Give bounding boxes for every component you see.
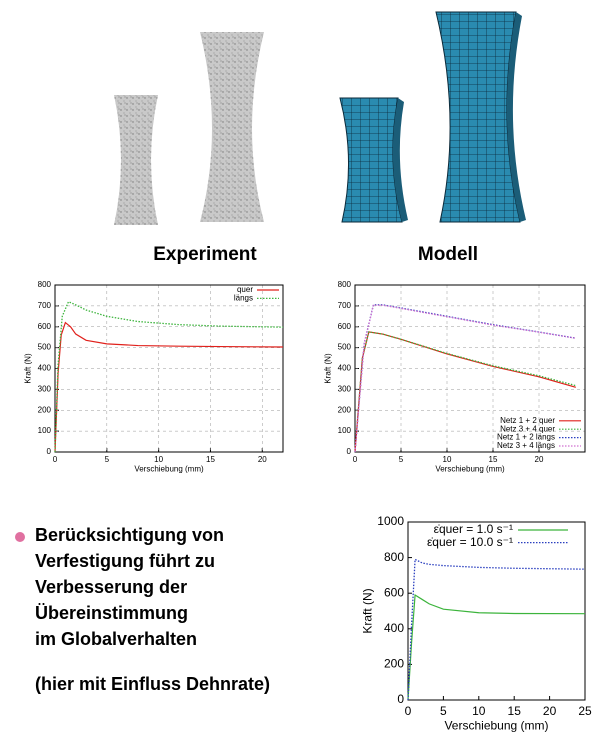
x-tick-label: 15 — [489, 455, 498, 464]
x-tick-label: 0 — [53, 455, 58, 464]
legend-label: Netz 3 + 4 längs — [497, 441, 555, 450]
x-tick-label: 10 — [154, 455, 163, 464]
y-tick-label: 800 — [38, 280, 52, 289]
x-axis-label: Verschiebung (mm) — [134, 465, 204, 474]
y-axis-label: Kraft (N) — [324, 353, 333, 384]
y-tick-label: 200 — [38, 405, 52, 414]
slide: Experiment Modell Berücksichtigung von V… — [0, 0, 600, 740]
series-line — [55, 302, 283, 452]
bullet-line: Berücksichtigung von — [35, 525, 224, 545]
y-tick-label: 600 — [384, 585, 404, 599]
x-axis-label: Verschiebung (mm) — [444, 719, 548, 733]
y-tick-label: 100 — [338, 426, 352, 435]
x-tick-label: 0 — [405, 704, 412, 718]
bullet-line: im Globalverhalten — [35, 629, 197, 649]
heading: Experiment — [153, 244, 257, 265]
y-tick-label: 0 — [347, 447, 352, 456]
legend-label: ε̇quer = 10.0 s⁻¹ — [427, 535, 513, 549]
x-tick-label: 5 — [105, 455, 110, 464]
x-tick-label: 20 — [543, 704, 557, 718]
y-tick-label: 700 — [38, 301, 52, 310]
y-tick-label: 300 — [38, 384, 52, 393]
heading: Modell — [418, 244, 478, 265]
x-tick-label: 20 — [535, 455, 544, 464]
y-tick-label: 500 — [38, 343, 52, 352]
x-tick-label: 10 — [443, 455, 452, 464]
x-tick-label: 25 — [578, 704, 592, 718]
y-tick-label: 1000 — [377, 514, 404, 528]
series-line — [408, 559, 585, 700]
x-tick-label: 20 — [258, 455, 267, 464]
y-tick-label: 400 — [38, 364, 52, 373]
x-tick-label: 10 — [472, 704, 486, 718]
y-tick-label: 200 — [384, 657, 404, 671]
specimen-images — [114, 12, 526, 225]
y-tick-label: 400 — [338, 364, 352, 373]
x-tick-label: 15 — [206, 455, 215, 464]
x-tick-label: 5 — [440, 704, 447, 718]
bullet-line: Verfestigung führt zu — [35, 551, 215, 571]
y-tick-label: 800 — [338, 280, 352, 289]
page: Experiment Modell Berücksichtigung von V… — [0, 0, 600, 745]
y-tick-label: 300 — [338, 384, 352, 393]
bullet-line: Verbesserung der — [35, 577, 187, 597]
bullet-dot — [15, 532, 25, 542]
y-tick-label: 0 — [397, 692, 404, 706]
series-line — [408, 595, 585, 700]
y-tick-label: 800 — [384, 550, 404, 564]
x-axis-label: Verschiebung (mm) — [435, 465, 505, 474]
legend-label: längs — [234, 294, 253, 303]
y-tick-label: 200 — [338, 405, 352, 414]
y-tick-label: 600 — [338, 322, 352, 331]
series-line — [55, 323, 283, 452]
y-tick-label: 600 — [38, 322, 52, 331]
y-tick-label: 500 — [338, 343, 352, 352]
x-tick-label: 5 — [399, 455, 404, 464]
note: (hier mit Einfluss Dehnrate) — [35, 674, 270, 694]
y-axis-label: Kraft (N) — [24, 353, 33, 384]
x-tick-label: 0 — [353, 455, 358, 464]
bullet-line: Übereinstimmung — [35, 603, 188, 623]
x-tick-label: 15 — [508, 704, 522, 718]
y-tick-label: 700 — [338, 301, 352, 310]
y-tick-label: 0 — [47, 447, 52, 456]
y-axis-label: Kraft (N) — [361, 588, 375, 633]
y-tick-label: 100 — [38, 426, 52, 435]
y-tick-label: 400 — [384, 621, 404, 635]
